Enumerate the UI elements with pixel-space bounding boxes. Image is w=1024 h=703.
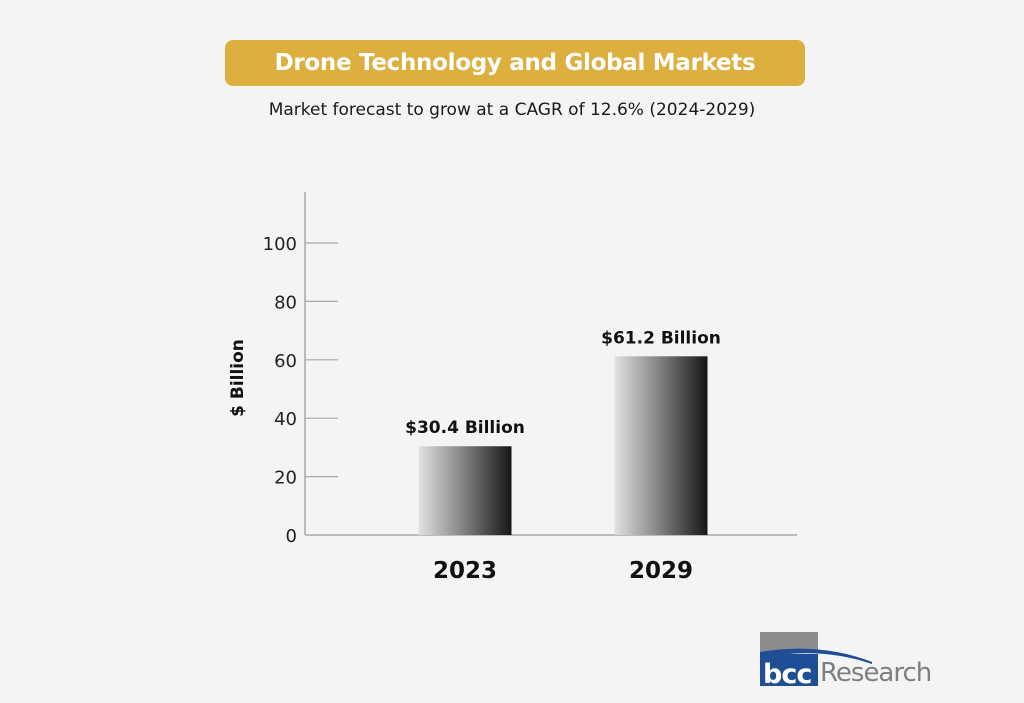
y-tick-label: 40 — [274, 409, 297, 430]
y-tick-label: 80 — [274, 292, 297, 313]
y-tick-label: 100 — [263, 234, 297, 255]
bcc-research-logo: bcc Research — [760, 632, 940, 690]
bar-2023 — [418, 446, 512, 535]
y-axis-label: $ Billion — [228, 339, 248, 417]
logo-brand-text: Research — [820, 658, 931, 687]
bar-2029 — [614, 356, 708, 535]
logo-mark-icon: bcc Research — [760, 632, 932, 690]
x-tick-label: 2029 — [629, 558, 693, 584]
data-label: $30.4 Billion — [405, 418, 525, 438]
y-tick-label: 60 — [274, 351, 297, 372]
data-label: $61.2 Billion — [601, 328, 721, 348]
chart-title: Drone Technology and Global Markets — [274, 50, 756, 76]
x-tick-label: 2023 — [433, 558, 497, 584]
chart-subtitle: Market forecast to grow at a CAGR of 12.… — [268, 100, 756, 120]
y-tick-label: 20 — [274, 468, 297, 489]
logo-brand-mark: bcc — [763, 659, 811, 687]
y-tick-label: 0 — [286, 526, 297, 547]
title-banner: Drone Technology and Global Markets — [225, 40, 805, 86]
